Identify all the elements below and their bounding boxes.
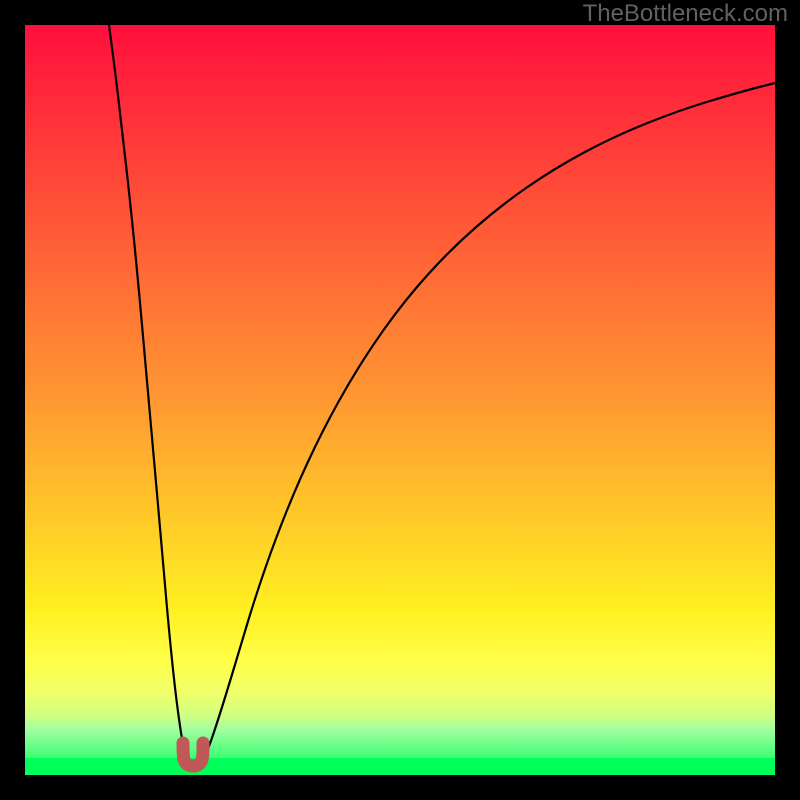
gradient-plot-area (25, 25, 775, 775)
bottom-green-band (25, 758, 775, 775)
watermark-text: TheBottleneck.com (583, 0, 788, 28)
